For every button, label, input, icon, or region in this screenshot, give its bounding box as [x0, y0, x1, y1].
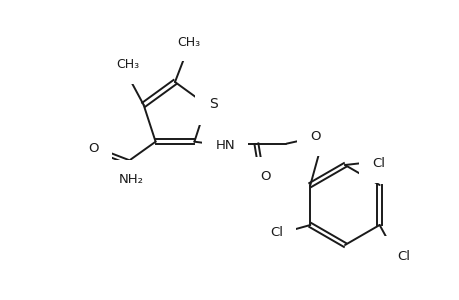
Text: O: O — [88, 142, 99, 155]
Text: Cl: Cl — [372, 157, 385, 169]
Text: S: S — [208, 97, 217, 111]
Text: HN: HN — [215, 139, 235, 152]
Text: O: O — [260, 170, 270, 183]
Text: O: O — [309, 130, 320, 143]
Text: Cl: Cl — [269, 226, 282, 238]
Text: CH₃: CH₃ — [116, 58, 139, 71]
Text: CH₃: CH₃ — [177, 35, 200, 49]
Text: Cl: Cl — [396, 250, 409, 262]
Text: NH₂: NH₂ — [119, 173, 144, 186]
